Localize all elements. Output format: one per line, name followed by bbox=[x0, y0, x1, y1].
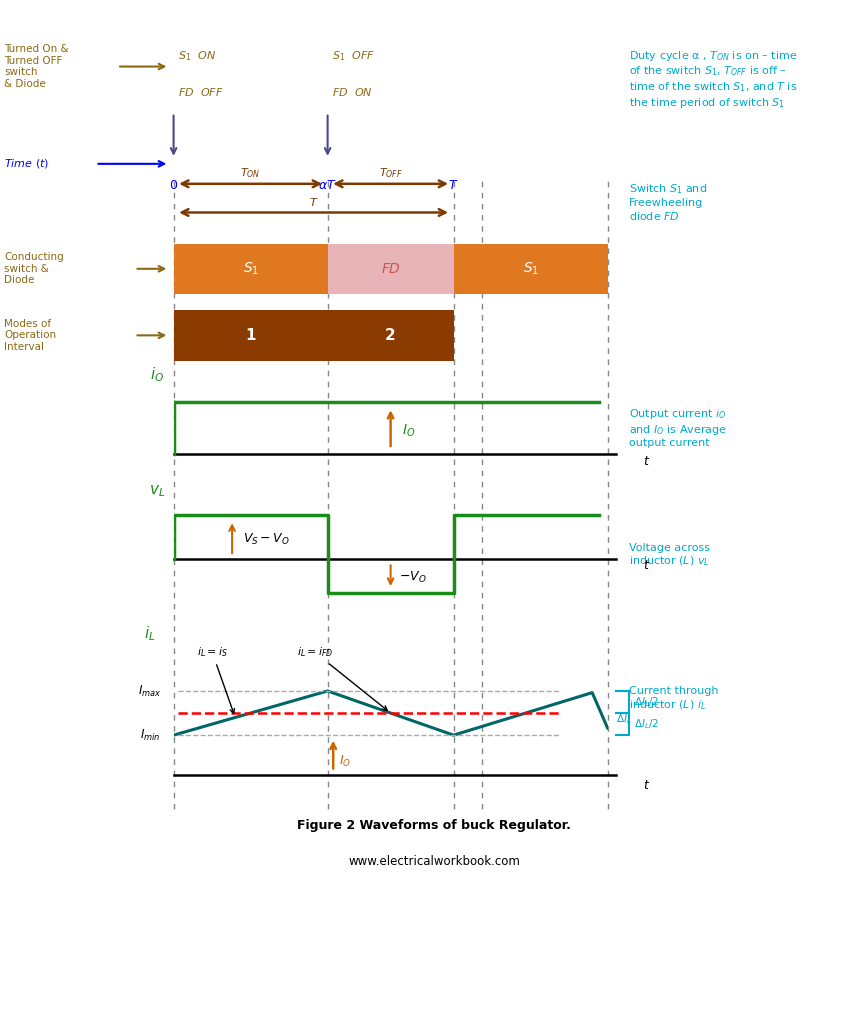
Text: $T_{ON}$: $T_{ON}$ bbox=[240, 166, 261, 180]
Text: $v_L$: $v_L$ bbox=[148, 483, 165, 500]
Bar bbox=[174, 310, 327, 360]
Text: Conducting
switch &
Diode: Conducting switch & Diode bbox=[4, 252, 64, 286]
Text: $I_O$: $I_O$ bbox=[402, 422, 415, 438]
Text: $0$: $0$ bbox=[169, 179, 178, 193]
Text: $\Delta I_L$: $\Delta I_L$ bbox=[616, 712, 632, 726]
Text: $I_O$: $I_O$ bbox=[339, 754, 351, 769]
Text: $S_1$: $S_1$ bbox=[242, 260, 259, 278]
Text: $T$: $T$ bbox=[309, 197, 319, 209]
Text: $V_S - V_O$: $V_S - V_O$ bbox=[243, 531, 290, 547]
Bar bbox=[327, 310, 454, 360]
Text: 1: 1 bbox=[246, 328, 256, 343]
Text: www.electricalworkbook.com: www.electricalworkbook.com bbox=[348, 855, 520, 868]
Text: $T$: $T$ bbox=[449, 179, 459, 193]
Text: $t$: $t$ bbox=[643, 455, 650, 468]
Text: $i_L = i_S$: $i_L = i_S$ bbox=[197, 645, 234, 714]
Text: $\Delta I_L/2$: $\Delta I_L/2$ bbox=[634, 717, 659, 731]
Text: $i_O$: $i_O$ bbox=[149, 366, 164, 384]
Text: $S_1$: $S_1$ bbox=[523, 260, 539, 278]
Text: Time $(t)$: Time $(t)$ bbox=[4, 158, 49, 170]
Text: $I_{max}$: $I_{max}$ bbox=[138, 683, 161, 698]
Text: Current through
inductor $(L)$ $i_L$: Current through inductor $(L)$ $i_L$ bbox=[629, 686, 719, 712]
Text: $FD$  OFF: $FD$ OFF bbox=[178, 86, 224, 98]
Text: $I_{min}$: $I_{min}$ bbox=[140, 728, 160, 742]
Text: $S_1$  ON: $S_1$ ON bbox=[178, 49, 216, 63]
Text: Voltage across
inductor $(L)$ $v_L$: Voltage across inductor $(L)$ $v_L$ bbox=[629, 543, 710, 568]
Text: $S_1$  OFF: $S_1$ OFF bbox=[332, 49, 375, 63]
Text: $- V_O$: $- V_O$ bbox=[399, 570, 426, 586]
Text: 2: 2 bbox=[385, 328, 396, 343]
Bar bbox=[327, 244, 454, 294]
Text: $T_{OFF}$: $T_{OFF}$ bbox=[378, 166, 403, 180]
Text: Duty cycle α , $T_{ON}$ is on – time
of the switch $S_1$, $T_{OFF}$ is off –
tim: Duty cycle α , $T_{ON}$ is on – time of … bbox=[629, 48, 798, 111]
Bar bbox=[454, 244, 608, 294]
Text: Turned On &
Turned OFF
switch
& Diode: Turned On & Turned OFF switch & Diode bbox=[4, 44, 69, 89]
Text: $i_L$: $i_L$ bbox=[144, 625, 155, 643]
Text: Modes of
Operation
Interval: Modes of Operation Interval bbox=[4, 318, 56, 352]
Text: $t$: $t$ bbox=[643, 559, 650, 572]
Text: Figure 2 Waveforms of buck Regulator.: Figure 2 Waveforms of buck Regulator. bbox=[297, 819, 571, 833]
Text: $\alpha T$: $\alpha T$ bbox=[319, 179, 337, 193]
Text: Switch $S_1$ and
Freewheeling
diode $FD$: Switch $S_1$ and Freewheeling diode $FD$ bbox=[629, 182, 707, 222]
Text: $i_L = i_{FD}$: $i_L = i_{FD}$ bbox=[297, 645, 387, 711]
Text: $t$: $t$ bbox=[643, 779, 650, 792]
Text: $FD$  ON: $FD$ ON bbox=[332, 86, 372, 98]
Text: Output current $i_O$
and $I_O$ is Average
output current: Output current $i_O$ and $I_O$ is Averag… bbox=[629, 407, 727, 449]
Bar bbox=[174, 244, 327, 294]
Text: $FD$: $FD$ bbox=[380, 262, 401, 275]
Text: $\Delta I_L/2$: $\Delta I_L/2$ bbox=[634, 695, 659, 709]
